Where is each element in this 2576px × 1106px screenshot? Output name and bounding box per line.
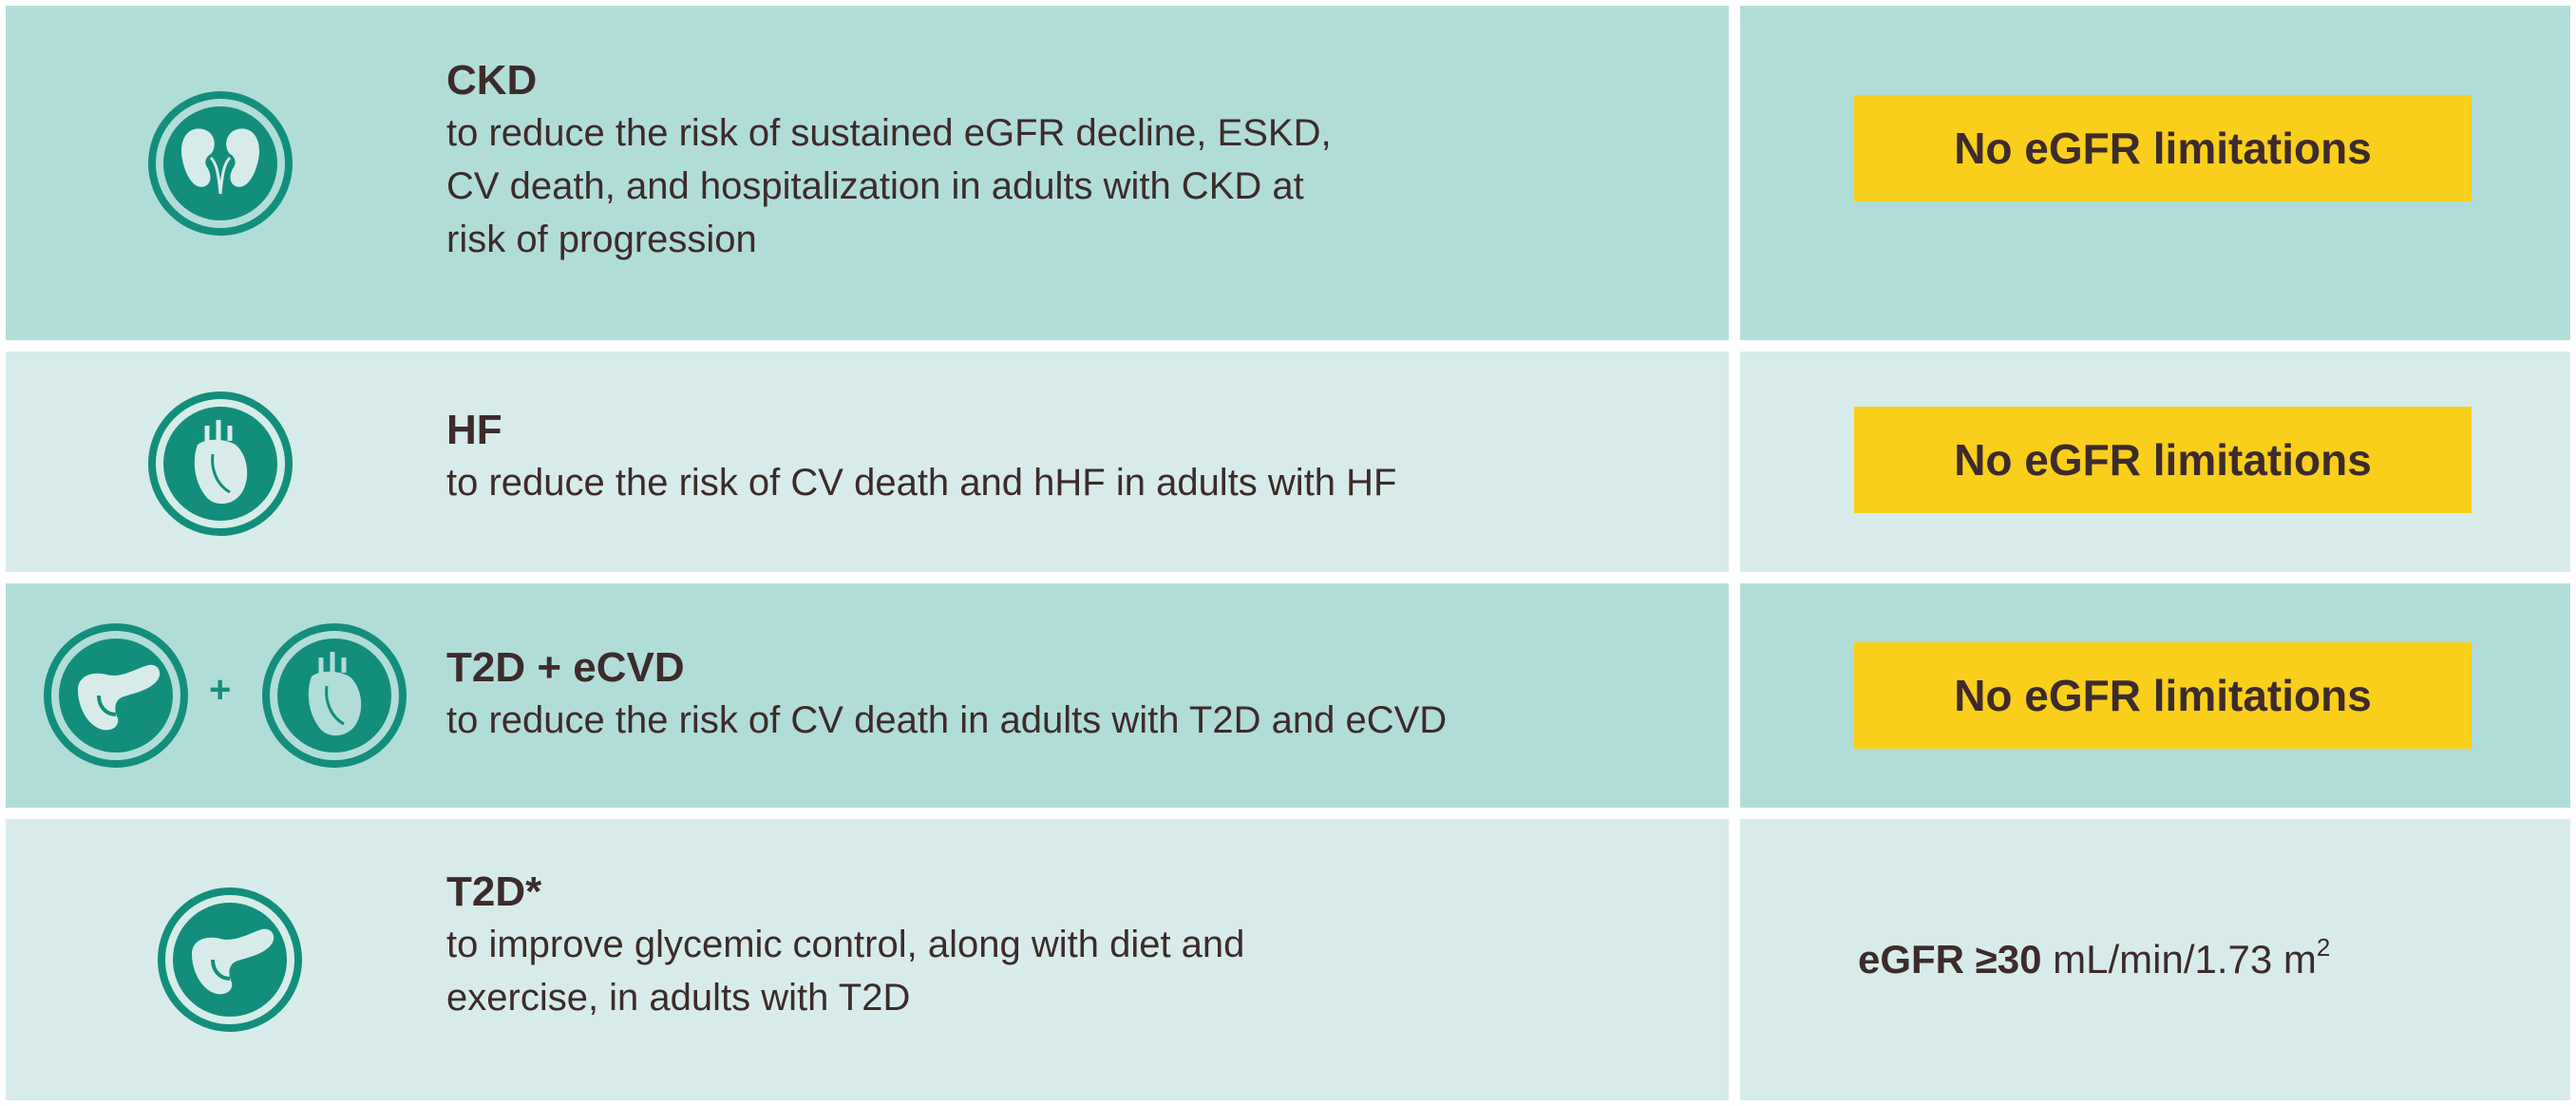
egfr-threshold-value: eGFR ≥30 [1858,937,2042,982]
egfr-threshold-unit: mL/min/1.73 m [2053,937,2317,982]
indication-title: CKD [446,57,538,104]
row-hf: HF to reduce the risk of CV death and hH… [6,352,2570,572]
indication-text: CKD to reduce the risk of sustained eGFR… [446,55,1332,266]
indication-text: T2D + eCVD to reduce the risk of CV deat… [446,642,1447,747]
indication-title: T2D + eCVD [446,644,685,691]
egfr-cell: No eGFR limitations [1740,583,2570,808]
indication-desc-line: CV death, and hospitalization in adults … [446,165,1304,207]
indication-desc-line: exercise, in adults with T2D [446,977,911,1019]
heart-icon [148,391,293,536]
egfr-cell: No eGFR limitations [1740,6,2570,340]
row-t2d: T2D* to improve glycemic control, along … [6,819,2570,1100]
indication-text: T2D* to improve glycemic control, along … [446,867,1244,1024]
row-t2d-ecvd: + T2D + eCVD to reduce the risk of CV de… [6,583,2570,808]
egfr-badge: No eGFR limitations [1854,407,2472,513]
heart-icon [262,623,407,768]
pancreas-icon [44,623,188,768]
pancreas-icon [158,887,302,1032]
indication-cell: + T2D + eCVD to reduce the risk of CV de… [6,583,1729,808]
indication-text: HF to reduce the risk of CV death and hH… [446,405,1397,509]
egfr-badge: No eGFR limitations [1854,642,2472,749]
egfr-threshold: eGFR ≥30 mL/min/1.73 m2 [1858,933,2330,982]
indication-cell: T2D* to improve glycemic control, along … [6,819,1729,1100]
indication-desc-line: risk of progression [446,219,757,260]
indication-desc-line: to reduce the risk of sustained eGFR dec… [446,112,1332,154]
indication-desc-line: to reduce the risk of CV death in adults… [446,699,1448,741]
plus-sign: + [209,669,232,711]
row-ckd: CKD to reduce the risk of sustained eGFR… [6,6,2570,340]
egfr-badge: No eGFR limitations [1854,95,2472,201]
egfr-cell: No eGFR limitations [1740,352,2570,572]
indication-title: T2D* [446,868,542,915]
indication-cell: HF to reduce the risk of CV death and hH… [6,352,1729,572]
egfr-cell: eGFR ≥30 mL/min/1.73 m2 [1740,819,2570,1100]
egfr-unit-superscript: 2 [2316,933,2331,962]
indication-desc-line: to reduce the risk of CV death and hHF i… [446,462,1397,504]
indication-cell: CKD to reduce the risk of sustained eGFR… [6,6,1729,340]
kidney-icon [148,91,293,236]
indication-title: HF [446,407,502,453]
indication-desc-line: to improve glycemic control, along with … [446,924,1245,965]
